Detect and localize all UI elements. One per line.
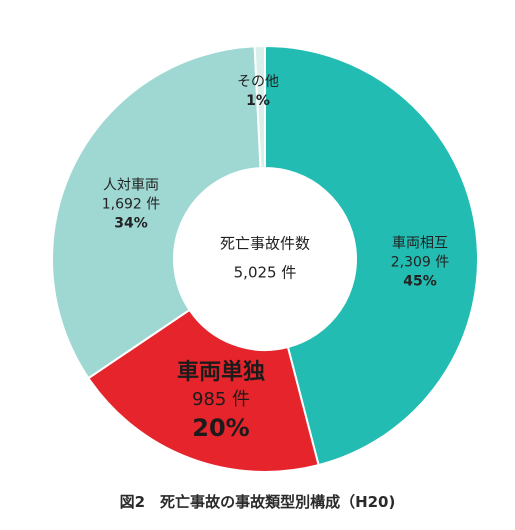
slice-percent-pedestrian: 34% (114, 215, 148, 232)
slice-single (87, 308, 320, 473)
slice-percent-other: 1% (246, 93, 270, 109)
center-summary: 死亡事故件数 5,025 件 (220, 230, 310, 287)
slice-other (253, 44, 266, 170)
figure-caption: 図2 死亡事故の事故類型別構成（H20) (119, 493, 396, 511)
slice-label-other: その他 1% (237, 73, 279, 111)
slice-name-pedestrian: 人対車両 (103, 177, 159, 194)
slice-percent-single: 20% (192, 413, 250, 442)
center-value: 5,025 件 (233, 263, 297, 281)
slice-count-mutual: 2,309 件 (390, 254, 450, 271)
slice-pedestrian (51, 45, 262, 380)
center-label: 死亡事故件数 (219, 234, 311, 253)
slice-mutual (264, 44, 479, 467)
slice-count-pedestrian: 1,692 件 (101, 196, 161, 213)
slice-label-mutual: 車両相互 2,309 件 45% (391, 235, 450, 292)
slice-name-single: 車両単独 (176, 359, 266, 385)
slice-name-other: その他 (237, 74, 279, 91)
slice-count-single: 985 件 (191, 388, 251, 410)
slice-percent-mutual: 45% (403, 273, 437, 290)
slice-label-single: 車両単独 985 件 20% (177, 358, 265, 444)
slice-name-mutual: 車両相互 (392, 235, 448, 252)
slice-label-pedestrian: 人対車両 1,692 件 34% (102, 177, 161, 234)
